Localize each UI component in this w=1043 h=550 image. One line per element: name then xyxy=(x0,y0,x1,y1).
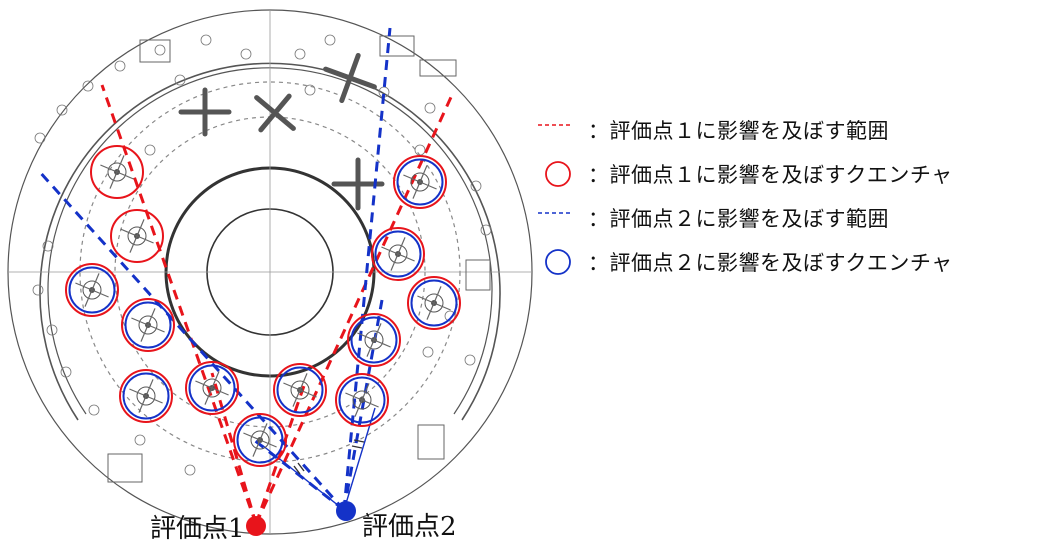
bolt-mark xyxy=(444,310,456,322)
bolt-mark xyxy=(424,102,436,114)
bolt-mark xyxy=(46,324,58,336)
quencher xyxy=(335,373,389,427)
quencher xyxy=(273,363,327,417)
bolt-mark xyxy=(470,180,482,192)
quencher xyxy=(119,369,173,423)
bolt-mark xyxy=(88,404,100,416)
bolt-mark xyxy=(174,74,186,86)
legend-label: ：評価点１に影響を及ぼすクエンチャ xyxy=(588,163,953,187)
quencher xyxy=(393,155,447,209)
quencher xyxy=(347,313,401,367)
quencher xyxy=(185,361,239,415)
spargers xyxy=(178,52,385,211)
red-range-line-left-2 xyxy=(210,372,258,525)
bolt-mark xyxy=(200,34,212,46)
blue-dashed-line-icon xyxy=(538,212,572,214)
legend-label: ：評価点２に影響を及ぼす範囲 xyxy=(588,207,889,231)
bolt-mark xyxy=(42,240,54,252)
bolt-mark xyxy=(184,464,196,476)
red-range-line-right-1 xyxy=(254,94,454,525)
legend-label: ：評価点１に影響を及ぼす範囲 xyxy=(588,119,889,143)
legend: ：評価点１に影響を及ぼす範囲 ：評価点１に影響を及ぼすクエンチャ ：評価点２に影… xyxy=(536,108,1036,284)
blue-circle-icon xyxy=(545,249,571,275)
bolt-marks xyxy=(32,34,492,476)
bolt-mark xyxy=(422,346,434,358)
bolt-mark xyxy=(480,224,492,236)
legend-item-blue-range: ：評価点２に影響を及ぼす範囲 xyxy=(536,196,1036,240)
red-range-line-left-1 xyxy=(100,84,258,525)
bolt-mark xyxy=(32,284,44,296)
bolt-mark xyxy=(114,60,126,72)
blue-range-line-left-1 xyxy=(36,168,346,512)
bolt-mark xyxy=(56,104,68,116)
red-dashed-line-icon xyxy=(538,124,572,126)
bolt-mark xyxy=(240,48,252,60)
legend-item-blue-quencher: ：評価点２に影響を及ぼすクエンチャ xyxy=(536,240,1036,284)
eval-point-1-marker xyxy=(246,516,266,536)
bolt-mark xyxy=(154,44,166,56)
distance-line-a xyxy=(261,444,345,511)
quencher xyxy=(407,276,461,330)
quencher xyxy=(110,209,164,263)
eval-point-2-label: 評価点2 xyxy=(362,512,457,542)
bolt-mark xyxy=(464,354,476,366)
quenchers xyxy=(65,145,461,467)
quencher xyxy=(371,227,425,281)
bolt-mark xyxy=(414,144,426,156)
quencher xyxy=(65,263,119,317)
quencher xyxy=(121,298,175,352)
red-range-line-right-2 xyxy=(254,379,308,525)
eval-point-1-label: 評価点1 xyxy=(150,514,245,544)
quencher xyxy=(233,413,287,467)
bolt-mark xyxy=(294,48,306,60)
legend-item-red-quencher: ：評価点１に影響を及ぼすクエンチャ xyxy=(536,152,1036,196)
red-circle-icon xyxy=(545,161,571,187)
quencher xyxy=(90,145,144,199)
bolt-mark xyxy=(134,434,146,446)
bolt-mark xyxy=(324,34,336,46)
bolt-mark xyxy=(304,84,316,96)
bolt-mark xyxy=(34,132,46,144)
legend-label: ：評価点２に影響を及ぼすクエンチャ xyxy=(588,251,953,275)
bolt-mark xyxy=(82,80,94,92)
suppression-pool-plan-diagram xyxy=(7,9,533,536)
structure-outline xyxy=(7,9,533,535)
bolt-mark xyxy=(144,144,156,156)
blue-range-line-right-1 xyxy=(342,27,392,511)
bolt-mark xyxy=(60,366,72,378)
legend-item-red-range: ：評価点１に影響を及ぼす範囲 xyxy=(536,108,1036,152)
eval-point-2-marker xyxy=(336,501,356,521)
equipment-marks xyxy=(107,35,491,483)
